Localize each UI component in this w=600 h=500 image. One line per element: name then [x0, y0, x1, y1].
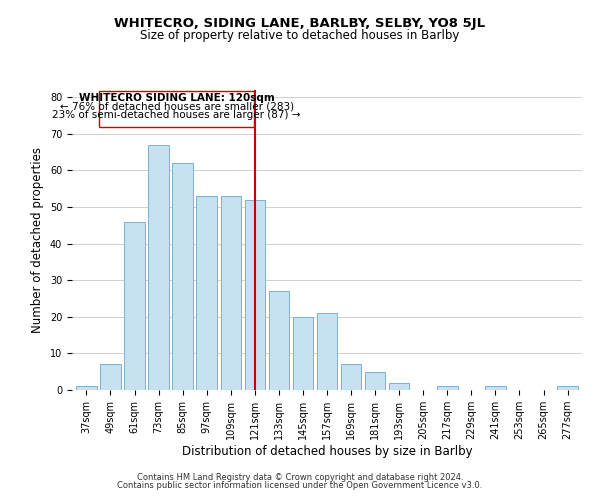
- Bar: [485, 386, 506, 390]
- FancyBboxPatch shape: [99, 92, 254, 128]
- Bar: [124, 222, 145, 390]
- X-axis label: Distribution of detached houses by size in Barlby: Distribution of detached houses by size …: [182, 445, 472, 458]
- Text: Contains HM Land Registry data © Crown copyright and database right 2024.: Contains HM Land Registry data © Crown c…: [137, 472, 463, 482]
- Bar: [221, 196, 241, 390]
- Bar: [557, 386, 578, 390]
- Bar: [100, 364, 121, 390]
- Bar: [293, 317, 313, 390]
- Bar: [389, 382, 409, 390]
- Text: WHITECRO SIDING LANE: 120sqm: WHITECRO SIDING LANE: 120sqm: [79, 93, 275, 103]
- Bar: [341, 364, 361, 390]
- Bar: [245, 200, 265, 390]
- Bar: [76, 386, 97, 390]
- Bar: [365, 372, 385, 390]
- Bar: [269, 291, 289, 390]
- Text: Contains public sector information licensed under the Open Government Licence v3: Contains public sector information licen…: [118, 481, 482, 490]
- Bar: [196, 196, 217, 390]
- Text: Size of property relative to detached houses in Barlby: Size of property relative to detached ho…: [140, 29, 460, 42]
- Bar: [317, 313, 337, 390]
- Bar: [148, 145, 169, 390]
- Text: ← 76% of detached houses are smaller (283): ← 76% of detached houses are smaller (28…: [59, 102, 294, 112]
- Bar: [172, 163, 193, 390]
- Bar: [437, 386, 458, 390]
- Text: 23% of semi-detached houses are larger (87) →: 23% of semi-detached houses are larger (…: [52, 110, 301, 120]
- Y-axis label: Number of detached properties: Number of detached properties: [31, 147, 44, 333]
- Text: WHITECRO, SIDING LANE, BARLBY, SELBY, YO8 5JL: WHITECRO, SIDING LANE, BARLBY, SELBY, YO…: [115, 18, 485, 30]
